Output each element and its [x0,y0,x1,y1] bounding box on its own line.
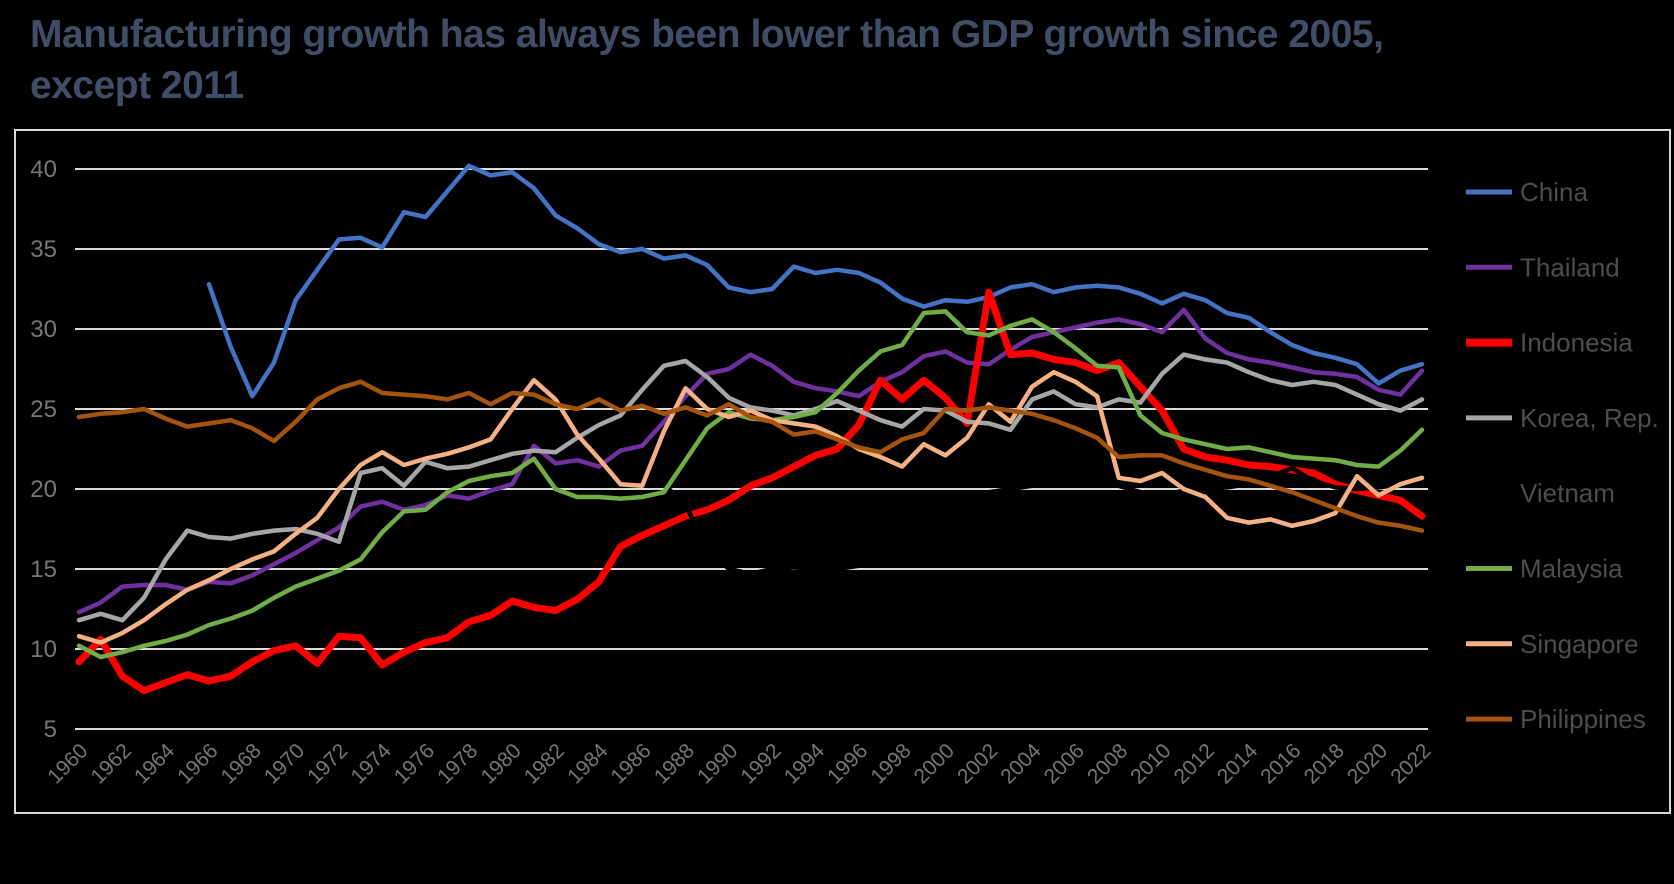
x-axis-label-1962: 1962 [87,739,136,788]
y-axis-label-30: 30 [30,316,57,343]
x-axis-label-2012: 2012 [1170,739,1219,788]
x-axis-label-1990: 1990 [693,739,742,788]
y-axis-label-20: 20 [30,476,57,503]
x-axis-label-1984: 1984 [563,739,613,789]
x-axis-label-2022: 2022 [1386,739,1435,788]
series-line-singapore [76,369,1425,645]
x-axis-label-2010: 2010 [1126,739,1175,788]
x-axis-label-1970: 1970 [260,739,309,788]
chart-title-line-2: except 2011 [30,63,244,107]
series-line-indonesia [75,288,1426,695]
legend-label-china: China [1520,177,1588,207]
chart-title-line-1: Manufacturing growth has always been low… [30,13,1384,56]
x-axis-label-1972: 1972 [303,739,352,788]
x-axis-label-1966: 1966 [173,739,222,788]
legend-label-indonesia: Indonesia [1520,328,1633,358]
y-axis-label-5: 5 [44,716,57,743]
series-line-philippines [76,379,1425,533]
x-axis-label-1986: 1986 [606,739,655,788]
legend-label-vietnam: Vietnam [1520,478,1615,508]
legend-label-malaysia: Malaysia [1520,554,1623,584]
legend-label-thailand: Thailand [1520,252,1620,282]
x-axis-label-1980: 1980 [476,739,525,788]
x-axis-label-1996: 1996 [823,739,872,788]
plot-frame [14,129,1671,814]
x-axis-label-2020: 2020 [1343,739,1392,788]
x-axis-label-1978: 1978 [433,739,482,788]
legend-label-korea-rep: Korea, Rep. [1520,403,1659,433]
legend-label-singapore: Singapore [1520,629,1639,659]
x-axis-label-2004: 2004 [996,739,1046,789]
chart-title: Manufacturing growth has always been low… [30,10,1590,111]
x-axis-label-1976: 1976 [390,739,439,788]
series-line-china [206,163,1425,399]
x-axis-label-1964: 1964 [130,739,180,789]
x-axis-label-2016: 2016 [1256,739,1305,788]
y-axis-label-15: 15 [30,556,57,583]
x-axis-label-2014: 2014 [1213,739,1263,789]
x-axis-label-1974: 1974 [346,739,396,789]
x-axis-label-2002: 2002 [953,739,1002,788]
x-axis-label-2006: 2006 [1040,739,1089,788]
x-axis-label-1982: 1982 [520,739,569,788]
y-axis-label-40: 40 [30,156,57,183]
x-axis-label-1998: 1998 [866,739,915,788]
series-line-thailand [76,307,1425,615]
y-axis-label-35: 35 [30,236,57,263]
x-axis-label-1968: 1968 [217,739,266,788]
x-axis-label-1992: 1992 [736,739,785,788]
x-axis-label-1960: 1960 [43,739,92,788]
legend-label-philippines: Philippines [1520,704,1646,734]
x-axis-label-2018: 2018 [1300,739,1349,788]
y-axis-label-10: 10 [30,636,57,663]
x-axis-label-2008: 2008 [1083,739,1132,788]
series-line-vietnam [639,457,1425,577]
x-axis-label-1994: 1994 [780,739,830,789]
x-axis-label-2000: 2000 [910,739,959,788]
y-axis-label-25: 25 [30,396,57,423]
x-axis-label-1988: 1988 [650,739,699,788]
